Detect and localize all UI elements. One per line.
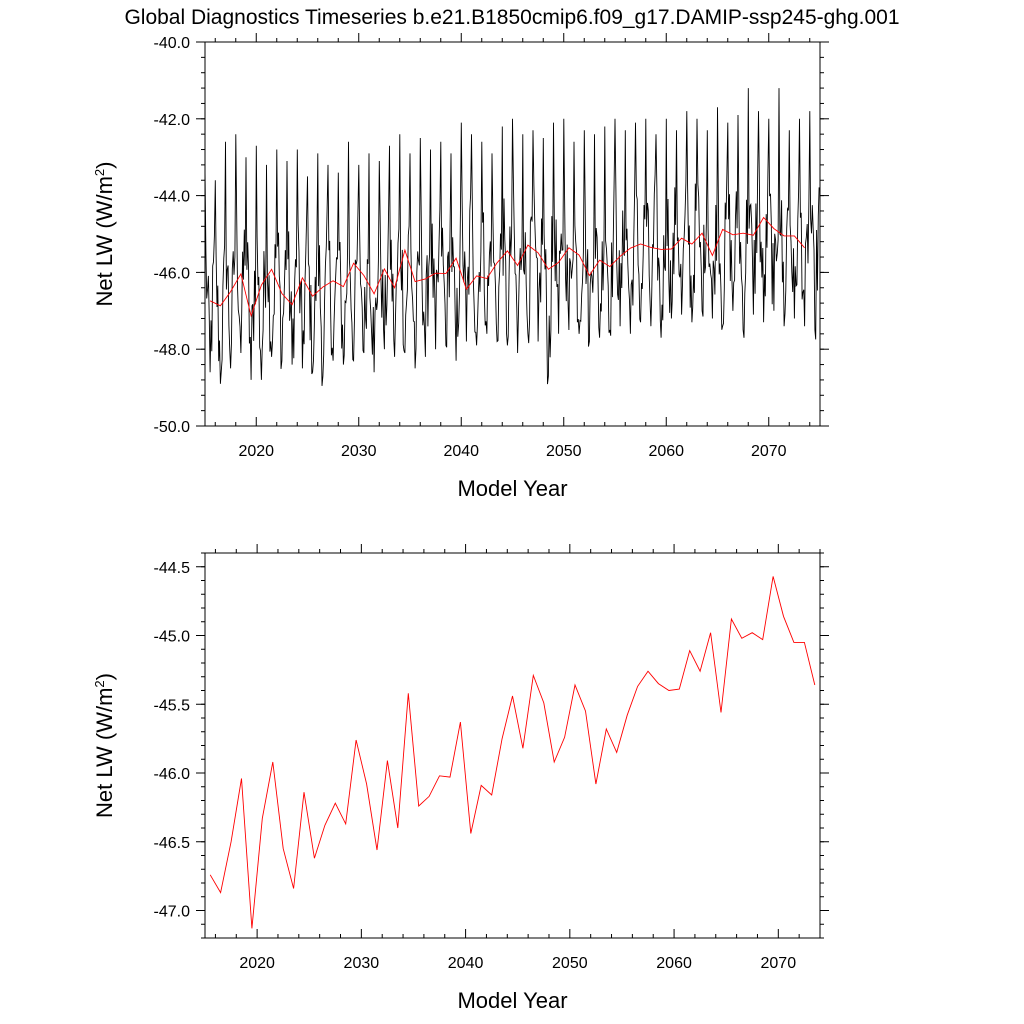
bottom-x-tick-label: 2050 (552, 955, 588, 972)
top-x-tick-label: 2040 (443, 443, 479, 460)
top-x-tick-label: 2020 (238, 443, 274, 460)
bottom-y-tick-label: -47.0 (154, 904, 191, 921)
top-y-tick-label: -42.0 (154, 112, 191, 129)
top-y-axis-label: Net LW (W/m2) (92, 162, 117, 307)
bottom-x-tick-label: 2070 (761, 955, 797, 972)
bottom-y-axis-label: Net LW (W/m2) (92, 673, 117, 818)
top-x-tick-label: 2030 (341, 443, 377, 460)
top-x-tick-label: 2060 (648, 443, 684, 460)
top-y-tick-label: -40.0 (154, 35, 191, 52)
top-plot-frame (204, 41, 821, 427)
bottom-x-tick-label: 2030 (344, 955, 380, 972)
top-plot-data (205, 88, 820, 386)
bottom-y-tick-label: -45.5 (154, 697, 191, 714)
top-tick-labels: 2020 2030 2040 2050 2060 2070 -50.0 -48.0 -46.0 -… (154, 35, 787, 460)
bottom-plot-frame (204, 552, 821, 939)
bottom-x-tick-label: 2040 (448, 955, 484, 972)
bottom-panel: 2020 2030 2040 2050 2060 2070 -47.0 -46.5 -46.0 -… (92, 544, 829, 1013)
bottom-x-tick-label: 2020 (239, 955, 275, 972)
bottom-y-tick-label: -46.0 (154, 766, 191, 783)
bottom-series-annual-line (209, 576, 816, 929)
figure-title: Global Diagnostics Timeseries b.e21.B185… (124, 6, 899, 29)
top-y-axis-label-close: ) (92, 162, 117, 169)
bottom-y-axis-label-main: Net LW (W/m (92, 688, 117, 818)
bottom-y-tick-label: -46.5 (154, 835, 191, 852)
top-y-tick-label: -46.0 (154, 265, 191, 282)
bottom-x-tick-label: 2060 (656, 955, 692, 972)
top-x-tick-label: 2070 (751, 443, 787, 460)
bottom-tick-labels: 2020 2030 2040 2050 2060 2070 -47.0 -46.5 -46.0 -… (154, 560, 797, 972)
top-series-annual-line (209, 216, 805, 318)
bottom-plot-data (209, 576, 816, 929)
bottom-y-tick-label: -44.5 (154, 560, 191, 577)
top-y-tick-label: -50.0 (154, 419, 191, 436)
top-y-tick-label: -48.0 (154, 342, 191, 359)
top-y-tick-label: -44.0 (154, 189, 191, 206)
top-x-tick-label: 2050 (546, 443, 582, 460)
top-y-axis-label-main: Net LW (W/m (92, 176, 117, 306)
top-panel: 2020 2030 2040 2050 2060 2070 -50.0 -48.0 -46.0 -… (92, 33, 829, 501)
top-series-monthly-line (205, 88, 820, 386)
top-y-axis-label-superscript: 2 (92, 169, 107, 176)
bottom-y-axis-label-superscript: 2 (92, 680, 107, 687)
bottom-x-axis-label: Model Year (457, 988, 567, 1013)
bottom-ticks (196, 544, 829, 939)
bottom-y-axis-label-close: ) (92, 673, 117, 680)
top-x-axis-label: Model Year (457, 476, 567, 501)
bottom-y-tick-label: -45.0 (154, 629, 191, 646)
top-ticks (196, 33, 829, 427)
